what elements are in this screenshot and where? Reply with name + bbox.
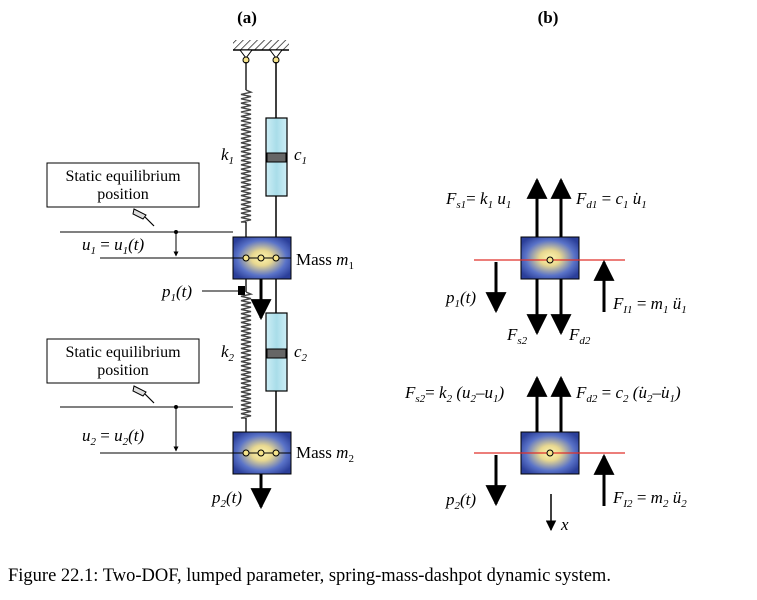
u2-dimension [60, 405, 233, 454]
dashpot-c2 [265, 279, 288, 453]
u2-label: u2 = u2(t) [82, 426, 144, 448]
figure-caption: Figure 22.1: Two-DOF, lumped parameter, … [8, 566, 611, 586]
k2-label: k2 [221, 342, 235, 364]
static-equilibrium-box-1: Static equilibrium position [46, 162, 200, 227]
c2-label: c2 [294, 342, 308, 364]
fd1-label: Fd1 = c1 ̇u1 [575, 189, 647, 211]
u1-label: u1 = u1(t) [82, 235, 144, 257]
fbd-mass-2 [474, 431, 625, 475]
fs2-under-label: Fs2 [506, 325, 528, 347]
mass-m2-block [232, 431, 292, 475]
panel-b-label: (b) [538, 8, 559, 27]
c1-label: c1 [294, 145, 307, 167]
fbd-mass-1 [474, 236, 625, 280]
panel-a-label: (a) [237, 8, 257, 27]
fs2-label: Fs2= k2 (u2–u1) [404, 383, 504, 405]
svg-text:position: position [97, 362, 149, 379]
spring-k1 [240, 62, 254, 258]
p2-fbd-label: p2(t) [445, 490, 476, 512]
fd2-under-label: Fd2 [568, 325, 591, 347]
mass-m1-block [232, 236, 292, 280]
mass-m2-label: Mass m2 [296, 443, 354, 465]
x-axis-label: x [560, 515, 569, 534]
dashpot-c1 [265, 62, 288, 258]
ground-support [233, 40, 289, 64]
mass-m1-label: Mass m1 [296, 250, 354, 272]
svg-text:Static equilibrium: Static equilibrium [65, 168, 181, 185]
u1-dimension [60, 230, 233, 259]
p1-force-arrow [202, 279, 272, 321]
svg-text:position: position [97, 186, 149, 203]
p1-fbd-label: p1(t) [445, 288, 476, 310]
fd2-label: Fd2 = c2 (̇u2–̇u1) [575, 383, 681, 405]
p2-label: p2(t) [211, 488, 242, 510]
p1-label: p1(t) [161, 282, 192, 304]
fs1-label: Fs1= k1 u1 [445, 189, 511, 211]
k1-label: k1 [221, 145, 234, 167]
fi1-label: FI1 = m1 ü1 [612, 294, 687, 316]
svg-text:Static equilibrium: Static equilibrium [65, 344, 181, 361]
spring-k2 [240, 279, 254, 453]
static-equilibrium-box-2: Static equilibrium position [46, 338, 200, 404]
fi2-label: FI2 = m2 ü2 [612, 488, 687, 510]
